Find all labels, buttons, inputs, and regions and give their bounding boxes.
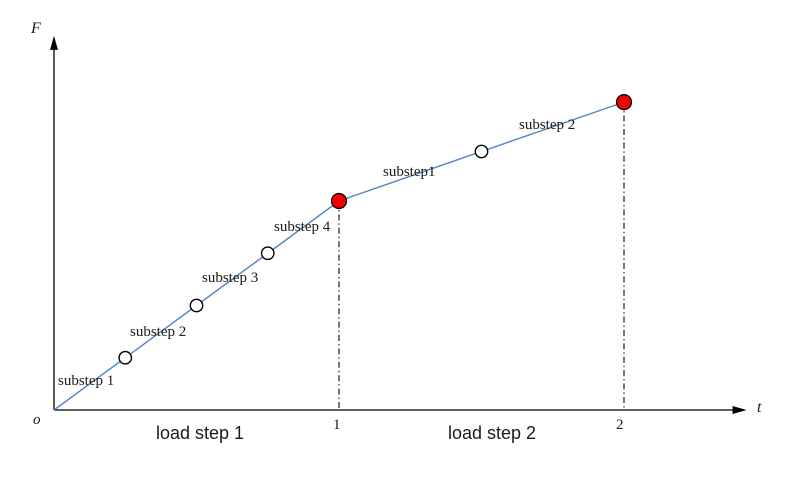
load-step-2-label: load step 2 xyxy=(447,423,537,443)
substep-label-6: substep 2 xyxy=(519,117,576,133)
y-axis-label: F xyxy=(31,20,41,37)
loadstep-end-marker-6 xyxy=(615,94,633,111)
load-step-1-label: load step 1 xyxy=(155,423,245,443)
substep-label-4: substep 4 xyxy=(274,219,331,235)
substep-marker-5 xyxy=(474,144,489,159)
x-axis-label: t xyxy=(757,399,762,416)
y-axis-arrow-icon xyxy=(50,35,58,50)
x-tick-2: 2 xyxy=(616,417,624,433)
substep-marker-2 xyxy=(189,298,204,313)
origin-label: o xyxy=(33,412,41,428)
x-tick-1: 1 xyxy=(333,417,341,433)
substep-label-5: substep1 xyxy=(383,164,436,180)
x-axis-arrow-icon xyxy=(732,406,747,414)
substep-label-1: substep 1 xyxy=(58,373,115,389)
substep-label-2: substep 2 xyxy=(130,324,187,340)
substep-label-3: substep 3 xyxy=(202,270,259,286)
substep-marker-3 xyxy=(260,246,275,261)
loadstep-end-marker-4 xyxy=(330,192,348,210)
substep-marker-1 xyxy=(118,350,133,365)
